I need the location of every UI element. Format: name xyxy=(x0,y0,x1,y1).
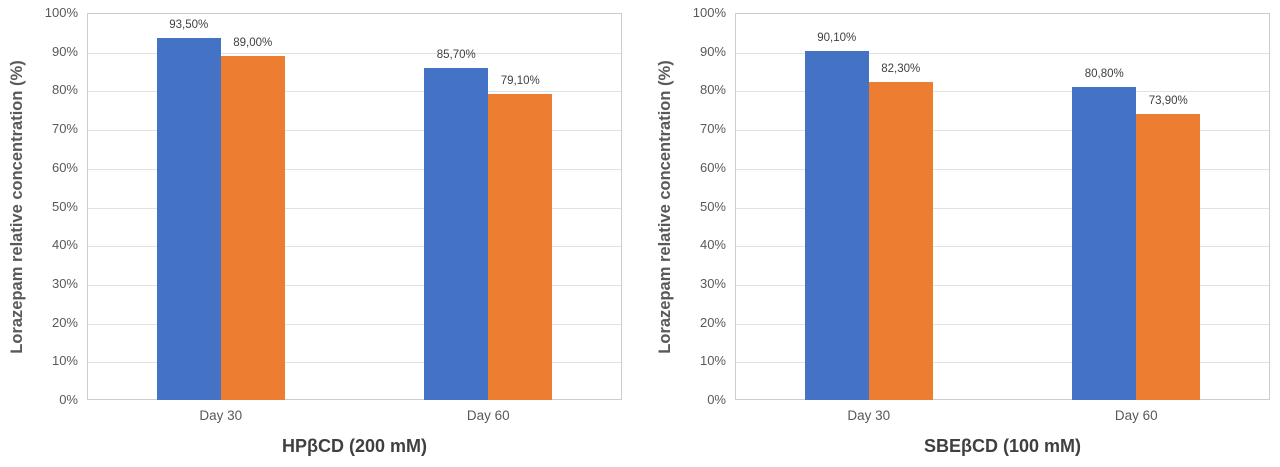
gridline xyxy=(736,130,1269,131)
bar-orange-series-day-60 xyxy=(1136,114,1201,400)
x-tick-label-day-60: Day 60 xyxy=(1114,408,1158,423)
data-label-orange-series-day-30: 82,30% xyxy=(881,62,921,75)
x-axis-title: SBEβCD (100 mM) xyxy=(923,436,1082,456)
data-label-blue-series-day-30: 93,50% xyxy=(169,19,209,32)
gridline xyxy=(736,285,1269,286)
bar-orange-series-day-60 xyxy=(488,93,553,400)
bar-blue-series-day-30 xyxy=(156,38,221,400)
x-tick-label-day-30: Day 30 xyxy=(847,408,891,423)
bar-orange-series-day-30 xyxy=(868,81,933,400)
gridline xyxy=(88,285,621,286)
gridline xyxy=(736,91,1269,92)
data-label-orange-series-day-60: 79,10% xyxy=(500,74,540,87)
data-label-orange-series-day-30: 89,00% xyxy=(233,36,273,49)
bar-orange-series-day-30 xyxy=(220,55,285,400)
gridline xyxy=(88,324,621,325)
y-axis-title: Lorazepam relative concentration (%) xyxy=(8,59,26,354)
gridline xyxy=(88,246,621,247)
x-tick-label-day-30: Day 30 xyxy=(199,408,243,423)
gridline xyxy=(736,246,1269,247)
chart-hpbcd-200mm: Lorazepam relative concentration (%) 0% 1… xyxy=(8,5,622,456)
gridline xyxy=(88,208,621,209)
data-label-blue-series-day-60: 80,80% xyxy=(1084,68,1124,81)
data-label-orange-series-day-60: 73,90% xyxy=(1148,95,1188,107)
gridline xyxy=(736,169,1269,170)
data-label-blue-series-day-60: 85,70% xyxy=(436,49,476,62)
bar-blue-series-day-30 xyxy=(804,51,869,400)
bar-blue-series-day-60 xyxy=(424,68,489,400)
chart-sbebcd-100mm: Lorazepam relative concentration (%) 0% 1… xyxy=(640,0,1280,467)
gridline xyxy=(736,53,1269,54)
y-axis-title: Lorazepam relative concentration (%) xyxy=(656,59,674,354)
gridline xyxy=(736,208,1269,209)
gridline xyxy=(736,362,1269,363)
gridline xyxy=(88,362,621,363)
x-axis-title: HPβCD (200 mM) xyxy=(281,436,427,456)
gridline xyxy=(88,169,621,170)
gridline xyxy=(88,130,621,131)
gridline xyxy=(88,53,621,54)
gridline xyxy=(88,91,621,92)
data-label-blue-series-day-30: 90,10% xyxy=(817,32,857,45)
x-tick-label-day-60: Day 60 xyxy=(466,408,510,423)
bar-blue-series-day-60 xyxy=(1072,87,1137,400)
gridline xyxy=(736,324,1269,325)
